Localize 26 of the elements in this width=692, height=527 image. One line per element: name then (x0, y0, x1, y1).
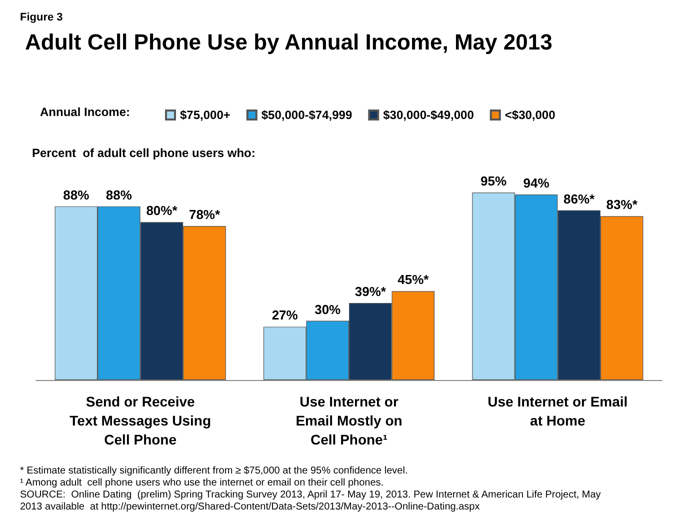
x-tick-label: Use Internet or Email at Home (488, 394, 628, 428)
chart-subtitle: Percent of adult cell phone users who: (32, 146, 256, 160)
legend-label: <$30,000 (504, 108, 556, 122)
legend-label: $30,000-$49,000 (383, 108, 474, 122)
legend-label: $75,000+ (180, 108, 230, 122)
data-label: 78%* (188, 207, 221, 222)
data-label: 30% (314, 302, 342, 317)
data-label: 39%* (354, 284, 387, 300)
text: * Estimate statistically significantly different from ≥ $75,000 at the 95% confidence level. (20, 466, 408, 476)
text: ¹ Among adult cell phone users who use the internet or email on their cell phones. (20, 478, 384, 488)
legend-title: Annual Income: (40, 105, 130, 119)
x-tick-label: Use Internet or Email Mostly on Cell Phone¹ (296, 394, 402, 448)
source-note: SOURCE: Online Dating (prelim) Spring Tracking Survey 2013, April 17- May 19, 2013. Pew Internet & American Life Project, May 2013 available at http://pewinternet.org/Shared-Content/Data-Sets/2013/May-2013--Online-Dating.aspx (20, 490, 601, 512)
caption: Figure 3 (20, 12, 63, 24)
data-label: 95% (480, 174, 507, 188)
data-label: 88% (63, 187, 90, 202)
x-tick-label: Send or Receive Text Messages Using Cell Phone (70, 394, 212, 448)
data-label: 45%* (398, 272, 430, 288)
chart-title: Adult Cell Phone Use by Annual Income, May 2013 (25, 30, 552, 54)
data-label: 94% (523, 175, 550, 190)
data-label: 27% (272, 308, 298, 323)
data-label: 86%* (564, 191, 596, 206)
data-label: 83%* (606, 197, 638, 212)
data-label: 88% (106, 187, 132, 202)
data-label: 80%* (146, 203, 178, 218)
legend-label: $50,000-$74,999 (261, 108, 352, 122)
